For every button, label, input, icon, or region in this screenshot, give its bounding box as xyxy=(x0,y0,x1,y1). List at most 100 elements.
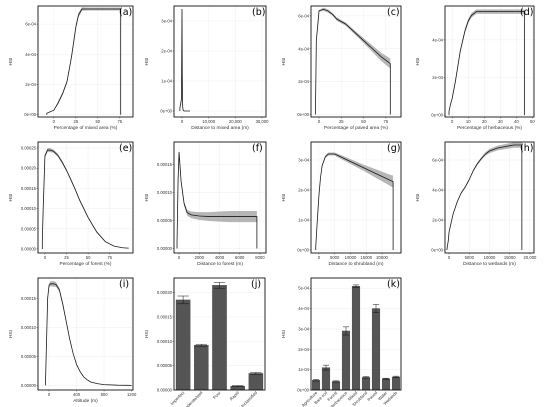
x-tick-label: 15000 xyxy=(360,255,372,260)
plot-frame xyxy=(310,277,402,391)
y-tick-label: 0.00020 xyxy=(21,166,37,171)
y-tick-label: 6e-04 xyxy=(432,158,443,163)
x-category-label: Moderate/well xyxy=(182,390,204,407)
x-axis-label: Percentage of forest (%) xyxy=(60,261,112,267)
panel-f: 0.00000 0.00005 0.00010 0.00015 0 2000 4000 600… xyxy=(144,141,267,267)
y-tick-label: 0.00000 xyxy=(21,383,37,388)
x-tick-label: 25 xyxy=(73,119,78,124)
x-tick-label: 0 xyxy=(448,255,451,260)
panel-b: 0e+00 1e-04 2e-04 3e-04 0 10,000 20,000 30,000 D… xyxy=(144,5,269,131)
x-tick-label: 10000 xyxy=(345,255,357,260)
y-tick-label: 0e+00 xyxy=(431,113,443,118)
x-tick-label: 50 xyxy=(530,119,535,124)
confidence-band xyxy=(447,142,522,250)
x-tick-label: 20 xyxy=(482,119,487,124)
confidence-band xyxy=(449,9,525,116)
x-tick-label: 4000 xyxy=(215,255,225,260)
x-tick-label: 800 xyxy=(101,392,109,397)
panel-label: (j) xyxy=(251,279,261,290)
y-tick-label: 5e-04 xyxy=(298,286,309,291)
x-tick-label: 10 xyxy=(466,119,471,124)
x-category-label: Mixed xyxy=(347,390,359,402)
panel-label: (h) xyxy=(520,143,533,154)
y-axis-label: HSI xyxy=(144,330,150,338)
y-tick-label: 0.00005 xyxy=(157,363,173,368)
y-tick-label: 0.00010 xyxy=(21,206,37,211)
y-tick-label: 0.00015 xyxy=(157,162,173,167)
y-tick-label: 0.00005 xyxy=(21,226,37,231)
y-tick-label: 4e-04 xyxy=(298,306,309,311)
bar xyxy=(331,381,341,391)
confidence-band xyxy=(177,149,257,249)
panel-label: (d) xyxy=(520,7,533,18)
panel-e: 0.00000 0.00005 0.00010 0.00015 0.00020 0.000… xyxy=(8,141,134,267)
x-category-label: Water xyxy=(377,390,389,402)
y-tick-label: 0.00005 xyxy=(157,218,173,223)
confidence-band xyxy=(315,7,391,115)
x-axis-label: Percentage of herbaceous (%) xyxy=(457,125,522,131)
response-line xyxy=(315,8,391,115)
y-tick-label: 0e+00 xyxy=(297,112,309,117)
x-tick-label: 2000 xyxy=(195,255,205,260)
y-axis-label: HSI xyxy=(281,194,287,202)
bar xyxy=(321,367,331,391)
x-category-label: Poor xyxy=(212,390,222,400)
x-tick-label: 1200 xyxy=(127,392,137,397)
x-tick-label: 400 xyxy=(73,392,81,397)
y-tick-label: 1e-04 xyxy=(161,79,172,84)
response-line xyxy=(176,152,258,249)
response-line xyxy=(41,149,129,249)
y-tick-label: 0.00000 xyxy=(157,388,173,393)
y-tick-label: 0.00000 xyxy=(21,246,37,251)
x-tick-label: 0 xyxy=(178,255,181,260)
y-tick-label: 0.00015 xyxy=(21,296,37,301)
x-tick-label: 6000 xyxy=(235,255,245,260)
x-tick-label: 0 xyxy=(44,255,47,260)
plot-frame xyxy=(310,5,402,118)
x-tick-label: 0 xyxy=(53,119,56,124)
panel-h: 0e+00 2e-04 4e-04 6e-04 0 5000 10000 15000 20,00… xyxy=(415,141,537,267)
y-axis-label: HSI xyxy=(8,194,14,202)
plot-frame xyxy=(173,141,267,254)
plot-frame xyxy=(173,277,266,391)
y-tick-label: 6e-04 xyxy=(25,22,36,27)
x-tick-label: 10,000 xyxy=(202,119,215,124)
x-tick-label: 0 xyxy=(318,255,321,260)
x-tick-label: 10000 xyxy=(484,255,496,260)
y-tick-label: 2e-04 xyxy=(298,79,309,84)
x-category-label: Paved xyxy=(366,390,378,402)
x-tick-label: 50 xyxy=(86,255,91,260)
y-tick-label: 0e+00 xyxy=(160,109,172,114)
confidence-band xyxy=(315,152,394,250)
y-tick-label: 4e-04 xyxy=(298,46,309,51)
x-axis-label: Percentage of paved area (%) xyxy=(324,125,388,131)
x-tick-label: 20000 xyxy=(376,255,388,260)
y-tick-label: 1e-04 xyxy=(298,218,309,223)
confidence-band xyxy=(46,7,121,115)
panel-label: (g) xyxy=(387,143,400,154)
y-axis-label: HSI xyxy=(415,58,421,66)
confidence-band xyxy=(42,148,129,249)
x-tick-label: 50 xyxy=(95,119,100,124)
x-axis-label: Altitude (m) xyxy=(73,398,98,404)
x-tick-label: 75 xyxy=(384,119,389,124)
bar xyxy=(381,378,391,391)
panel-k: 0e+001e-042e-043e-044e-045e-04Agricultur… xyxy=(281,277,402,407)
panel-label: (i) xyxy=(119,279,129,290)
y-tick-label: 2e-04 xyxy=(25,82,36,87)
y-axis-label: HSI xyxy=(8,58,14,66)
x-category-label: Rapid xyxy=(229,390,241,402)
confidence-band xyxy=(45,280,132,386)
y-tick-label: 3e-04 xyxy=(161,19,172,24)
response-line xyxy=(315,153,394,250)
panel-label: (k) xyxy=(387,279,400,290)
y-tick-label: 0e+00 xyxy=(431,248,443,253)
bar xyxy=(391,376,401,391)
x-axis-label: Percentage of mixed area (%) xyxy=(54,125,118,131)
x-tick-label: 0 xyxy=(451,119,454,124)
bar xyxy=(212,285,227,391)
y-tick-label: 3e-04 xyxy=(298,158,309,163)
